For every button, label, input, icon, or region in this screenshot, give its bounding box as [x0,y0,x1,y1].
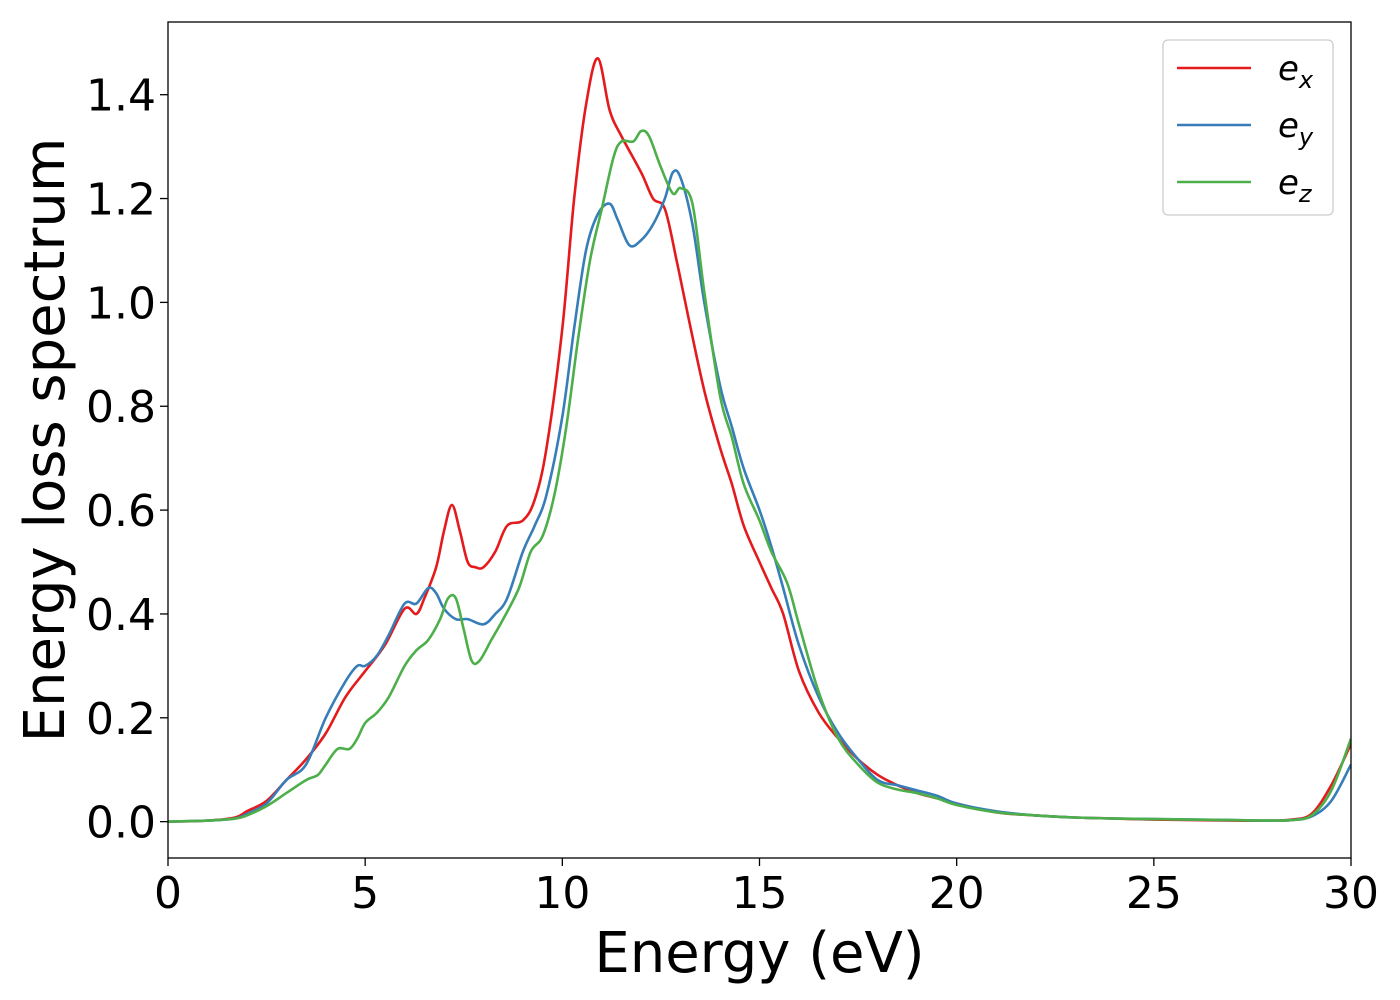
axis-ticks: 0 5 10 15 20 25 30 0.0 0.2 0.4 0.6 0.8 1.0 1.2 1.4 [86,71,1379,919]
x-tick-label: 0 [154,868,182,919]
y-tick-label: 0.6 [86,486,156,537]
x-tick-label: 20 [929,868,985,919]
series-line-e-z [168,129,1351,823]
series-layer [168,57,1351,823]
y-tick-label: 1.2 [86,175,156,226]
x-tick-label: 15 [732,868,788,919]
y-tick-label: 0.0 [86,798,156,849]
legend: ex ey ez [1162,39,1334,216]
y-axis-label: Energy loss spectrum [13,138,78,743]
x-tick-label: 30 [1323,868,1379,919]
y-tick-label: 0.4 [86,590,156,641]
legend-label-e-y: ey [1278,106,1314,151]
legend-box [1162,39,1334,216]
x-tick-label: 25 [1126,868,1182,919]
series-line-e-y [168,169,1351,823]
y-tick-label: 1.4 [86,71,156,122]
legend-label-e-z: ez [1278,163,1313,208]
y-tick-label: 0.8 [86,382,156,433]
y-tick-label: 0.2 [86,694,156,745]
x-axis-label: Energy (eV) [594,921,924,986]
legend-label-e-x: ex [1278,49,1314,94]
x-tick-label: 5 [351,868,379,919]
y-tick-label: 1.0 [86,278,156,329]
x-tick-label: 10 [534,868,590,919]
